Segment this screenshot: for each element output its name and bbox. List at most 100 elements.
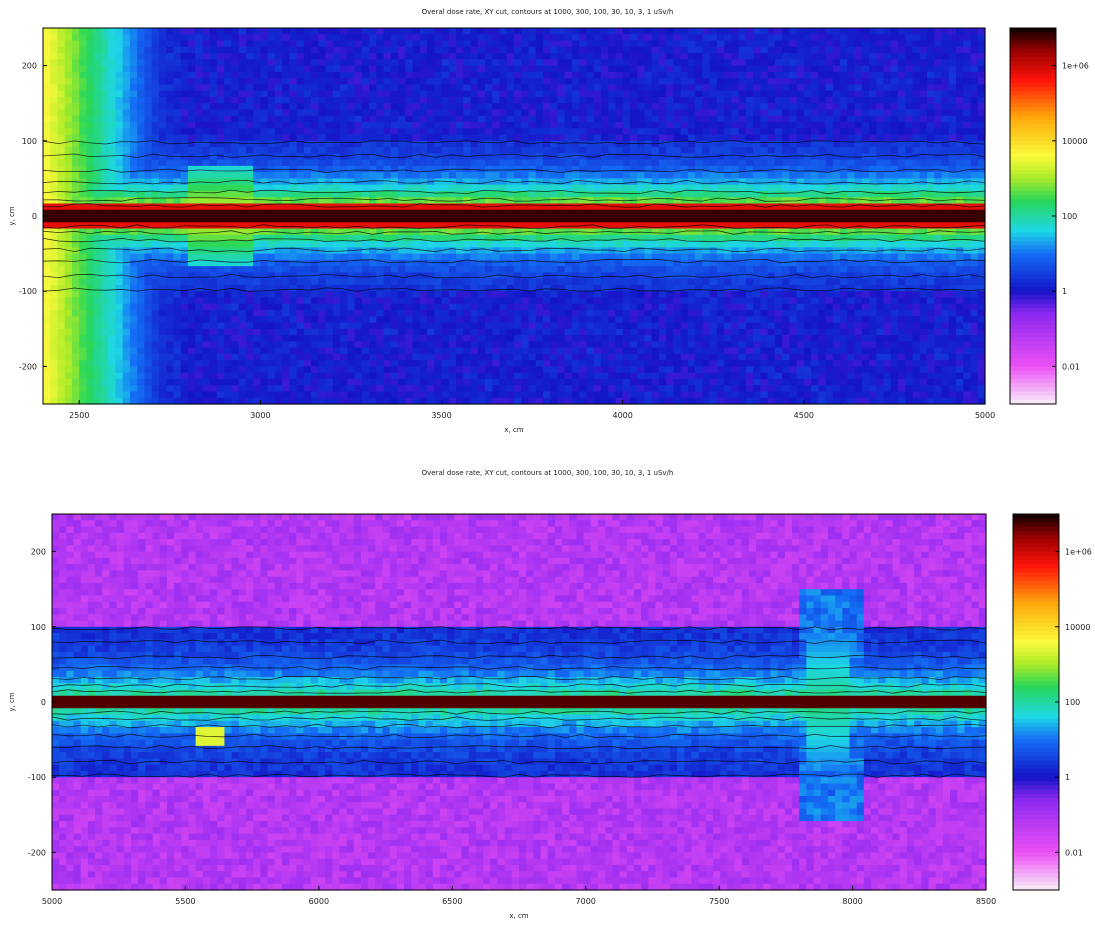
heatmap-cell xyxy=(412,159,421,167)
heatmap-cell xyxy=(282,259,290,267)
heatmap-cell xyxy=(166,134,175,142)
heatmap-cell xyxy=(593,184,602,192)
heatmap-cell xyxy=(115,78,124,85)
heatmap-cell xyxy=(521,272,530,280)
heatmap-cell xyxy=(303,178,312,186)
heatmap-cell xyxy=(187,347,196,355)
heatmap-cell xyxy=(137,372,146,380)
heatmap-cell xyxy=(231,59,240,67)
heatmap-cell xyxy=(550,172,559,179)
heatmap-cell xyxy=(434,284,443,292)
heatmap-cell xyxy=(303,172,312,179)
heatmap-cell xyxy=(289,78,298,85)
heatmap-cell xyxy=(43,53,51,60)
heatmap-cell xyxy=(115,378,124,386)
heatmap-cell xyxy=(231,259,240,267)
heatmap-cell xyxy=(470,341,479,349)
heatmap-cell xyxy=(550,40,559,48)
heatmap-cell xyxy=(564,328,573,336)
heatmap-cell xyxy=(289,247,298,255)
heatmap-cell xyxy=(86,184,95,192)
heatmap-cell xyxy=(412,266,421,273)
heatmap-cell xyxy=(600,310,609,317)
heatmap-cell xyxy=(108,140,117,148)
heatmap-cell xyxy=(43,122,51,129)
heatmap-cell xyxy=(615,90,624,98)
heatmap-cell xyxy=(361,65,370,73)
heatmap-cell xyxy=(173,397,182,405)
heatmap-cell xyxy=(383,322,392,330)
heatmap-cell xyxy=(180,397,189,405)
heatmap-cell xyxy=(303,222,312,230)
heatmap-cell xyxy=(463,234,472,242)
heatmap-cell xyxy=(129,328,138,336)
heatmap-cell xyxy=(506,259,515,267)
heatmap-cell xyxy=(79,385,88,393)
heatmap-cell xyxy=(224,172,232,179)
heatmap-cell xyxy=(303,46,312,54)
heatmap-cell xyxy=(514,103,522,111)
heatmap-cell xyxy=(514,115,522,123)
heatmap-cell xyxy=(550,297,559,305)
heatmap-cell xyxy=(216,90,225,98)
heatmap-cell xyxy=(637,360,646,367)
heatmap-cell xyxy=(441,385,450,393)
heatmap-cell xyxy=(267,278,276,286)
heatmap-cell xyxy=(398,241,406,248)
heatmap-cell xyxy=(151,259,160,267)
heatmap-cell xyxy=(86,90,95,98)
heatmap-cell xyxy=(564,172,573,179)
heatmap-cell xyxy=(514,378,522,386)
heatmap-cell xyxy=(390,385,399,393)
heatmap-cell xyxy=(398,278,406,286)
heatmap-cell xyxy=(622,322,631,330)
heatmap-cell xyxy=(579,391,588,399)
heatmap-cell xyxy=(144,115,153,123)
heatmap-cell xyxy=(441,378,450,386)
heatmap-cell xyxy=(296,90,305,98)
heatmap-cell xyxy=(202,46,211,54)
heatmap-cell xyxy=(622,90,631,98)
heatmap-cell xyxy=(231,172,240,179)
heatmap-cell xyxy=(274,278,283,286)
heatmap-cell xyxy=(296,341,305,349)
heatmap-cell xyxy=(231,228,240,236)
heatmap-cell xyxy=(57,115,66,123)
heatmap-cell xyxy=(383,234,392,242)
heatmap-cell xyxy=(93,59,102,67)
heatmap-cell xyxy=(354,366,363,374)
heatmap-cell xyxy=(383,122,392,129)
heatmap-cell xyxy=(318,53,327,60)
heatmap-cell xyxy=(340,40,348,48)
heatmap-cell xyxy=(289,134,298,142)
heatmap-cell xyxy=(325,103,334,111)
heatmap-cell xyxy=(332,159,341,167)
heatmap-cell xyxy=(615,65,624,73)
heatmap-cell xyxy=(166,109,175,117)
heatmap-cell xyxy=(506,291,515,299)
heatmap-cell xyxy=(622,40,631,48)
heatmap-cell xyxy=(144,303,153,311)
heatmap-cell xyxy=(470,216,479,223)
heatmap-cell xyxy=(57,241,66,248)
heatmap-cell xyxy=(535,147,544,154)
heatmap-cell xyxy=(245,291,254,299)
heatmap-cell xyxy=(593,385,602,393)
heatmap-cell xyxy=(550,209,559,217)
heatmap-cell xyxy=(571,197,580,205)
heatmap-cell xyxy=(600,216,609,223)
heatmap-cell xyxy=(499,122,508,129)
heatmap-cell xyxy=(180,122,189,129)
heatmap-cell xyxy=(637,322,646,330)
heatmap-cell xyxy=(615,272,624,280)
heatmap-cell xyxy=(427,184,435,192)
heatmap-cell xyxy=(245,385,254,393)
heatmap-cell xyxy=(376,259,385,267)
heatmap-cell xyxy=(383,140,392,148)
heatmap-cell xyxy=(542,115,551,123)
heatmap-cell xyxy=(463,353,472,361)
heatmap-cell xyxy=(282,147,290,154)
heatmap-cell xyxy=(209,184,218,192)
heatmap-cell xyxy=(470,46,479,54)
heatmap-cell xyxy=(115,222,124,230)
